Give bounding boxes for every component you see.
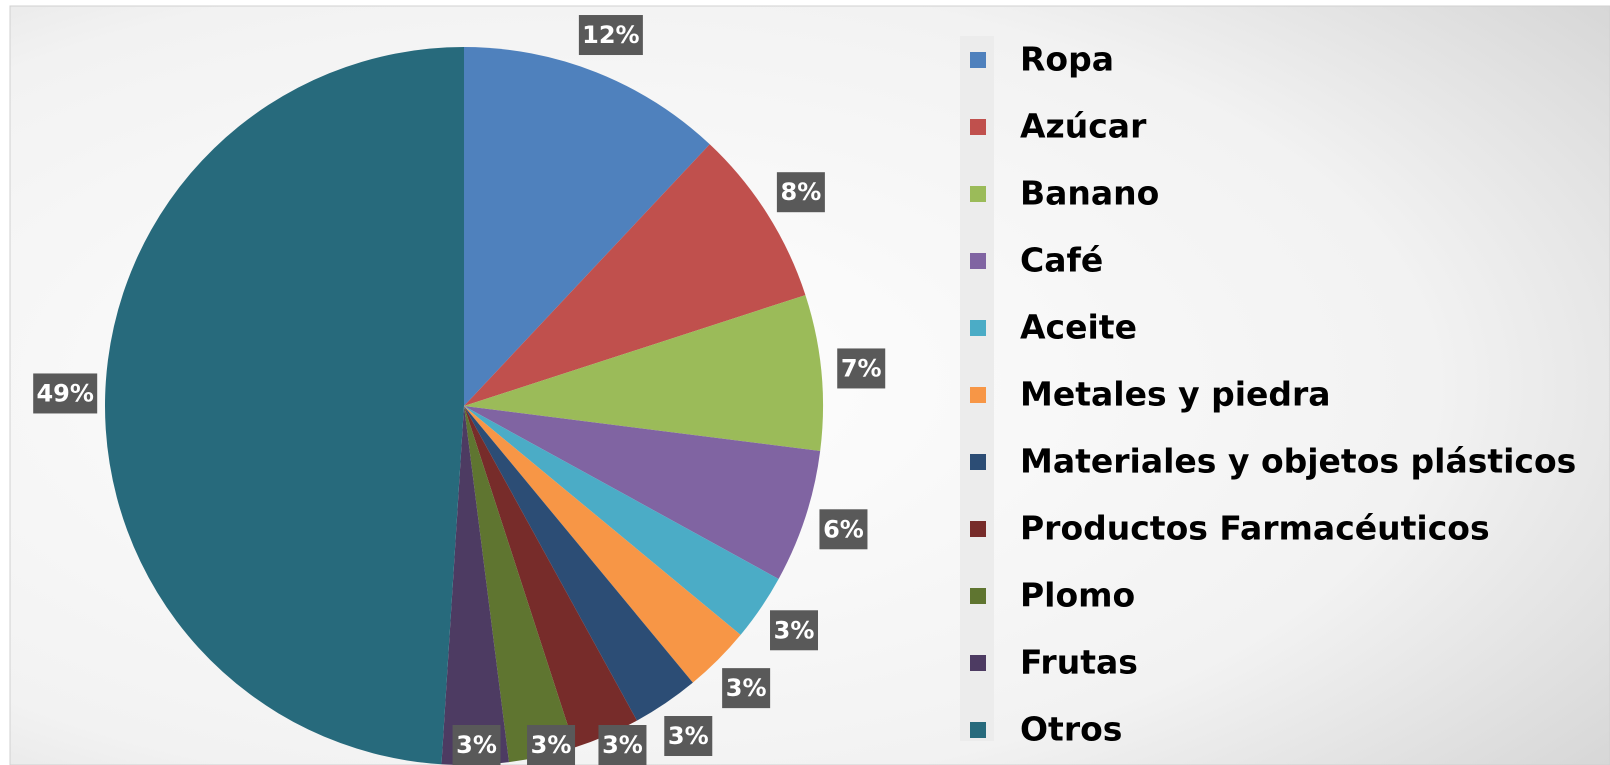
pie-slice: [464, 47, 710, 406]
legend-label: Materiales y objetos plásticos: [1020, 442, 1576, 481]
legend-swatch: [970, 588, 986, 604]
data-label-box: [527, 725, 576, 765]
data-label-box: [722, 668, 771, 709]
legend-label: Café: [1020, 241, 1103, 280]
legend-swatch: [970, 253, 986, 269]
data-label-box: [819, 509, 868, 550]
data-label: 8%: [781, 178, 822, 206]
pie-slice: [464, 406, 693, 721]
data-label: 49%: [36, 379, 93, 407]
data-label: 3%: [456, 731, 497, 759]
pie-slice: [464, 406, 779, 635]
pie-slice: [464, 406, 575, 763]
legend-swatch: [970, 722, 986, 738]
legend-label: Banano: [1020, 174, 1159, 213]
pie-slice: [104, 47, 465, 765]
data-label: 3%: [726, 674, 767, 702]
data-label: 3%: [668, 722, 709, 750]
legend-swatch: [970, 454, 986, 470]
data-label: 3%: [602, 731, 643, 759]
data-label: 7%: [841, 354, 882, 382]
legend-swatch: [970, 387, 986, 403]
data-label-box: [598, 725, 647, 765]
pie-slice: [464, 295, 823, 451]
legend-label: Plomo: [1020, 576, 1135, 615]
data-label: 3%: [774, 616, 815, 644]
data-label-box: [837, 348, 886, 389]
legend-label: Otros: [1020, 710, 1122, 749]
legend-label: Metales y piedra: [1020, 375, 1331, 414]
data-label: 3%: [531, 731, 572, 759]
data-label-box: [578, 15, 643, 56]
legend-swatch: [970, 320, 986, 336]
legend-label: Azúcar: [1020, 107, 1147, 146]
data-label: 6%: [823, 515, 864, 543]
data-label: 12%: [582, 21, 639, 49]
legend-swatch: [970, 119, 986, 135]
pie-slice: [464, 406, 637, 748]
legend-label: Frutas: [1020, 643, 1138, 682]
legend-swatch: [970, 186, 986, 202]
legend-swatch: [970, 521, 986, 537]
pie-slice: [441, 406, 509, 765]
data-label-box: [452, 725, 501, 765]
legend-swatch: [970, 655, 986, 671]
legend-swatch: [970, 52, 986, 68]
legend-label: Ropa: [1020, 40, 1114, 79]
legend-label: Productos Farmacéuticos: [1020, 509, 1490, 548]
data-label-box: [776, 172, 825, 213]
pie-slice: [464, 144, 806, 406]
data-label-box: [664, 716, 713, 757]
legend-label: Aceite: [1020, 308, 1137, 347]
data-label-box: [33, 373, 98, 414]
data-label-box: [770, 610, 819, 651]
pie-slice: [464, 406, 821, 579]
pie-slice: [464, 406, 741, 683]
